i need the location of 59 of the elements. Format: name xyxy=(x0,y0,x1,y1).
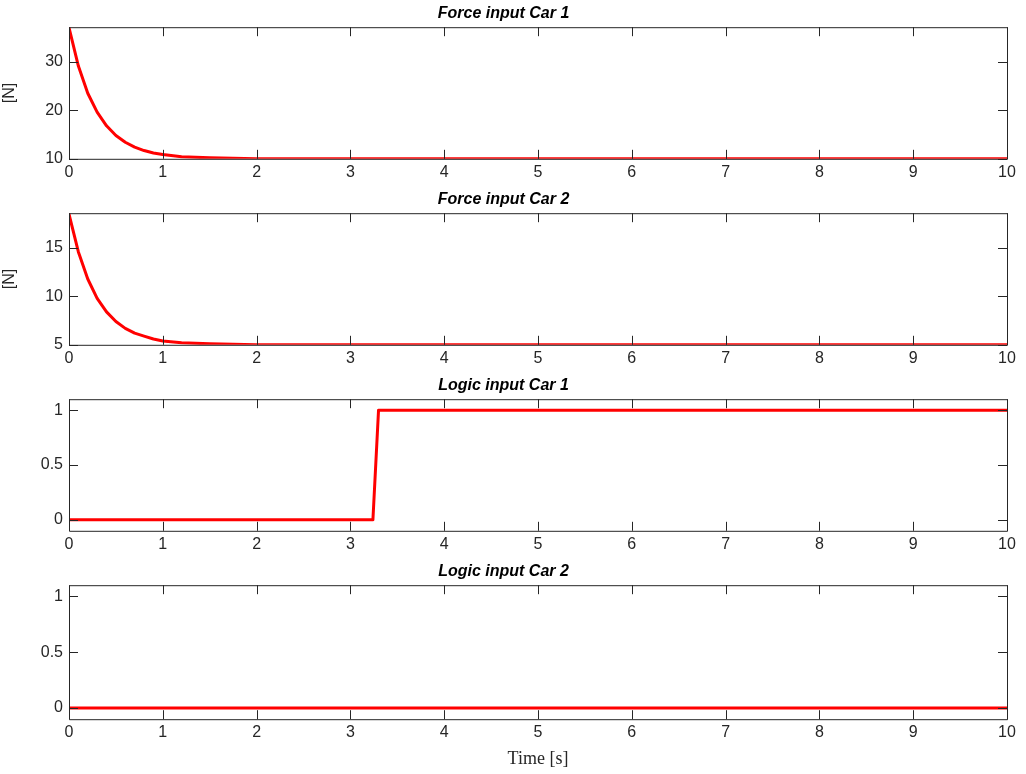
x-tick-label: 7 xyxy=(721,534,731,552)
y-tick-label: 0.5 xyxy=(40,642,64,660)
x-tick-label: 1 xyxy=(158,534,168,552)
x-tick-label: 9 xyxy=(908,348,918,366)
x-tick-label: 2 xyxy=(252,348,262,366)
x-tick-label: 7 xyxy=(721,162,731,180)
x-tick-label: 4 xyxy=(439,162,449,180)
y-tick-label: 10 xyxy=(45,286,64,304)
x-axis-title: Time [s] xyxy=(507,747,569,768)
y-tick-label: 5 xyxy=(54,335,64,353)
x-tick-label: 9 xyxy=(908,162,918,180)
x-tick-label: 3 xyxy=(345,534,355,552)
y-tick-label: 1 xyxy=(54,586,64,604)
x-tick-label: 6 xyxy=(627,162,637,180)
chart-title: Logic input Car 2 xyxy=(438,562,569,580)
y-tick-label: 0.5 xyxy=(40,455,64,473)
chart-title: Force input Car 2 xyxy=(437,190,570,208)
x-tick-label: 6 xyxy=(627,723,637,741)
x-tick-label: 7 xyxy=(721,348,731,366)
x-tick-label: 3 xyxy=(345,348,355,366)
x-tick-label: 2 xyxy=(252,534,262,552)
x-tick-label: 7 xyxy=(721,723,731,741)
chart-title: Force input Car 1 xyxy=(437,4,570,22)
x-tick-label: 3 xyxy=(345,723,355,741)
x-tick-label: 8 xyxy=(814,534,824,552)
x-tick-label: 1 xyxy=(158,348,168,366)
y-tick-label: 10 xyxy=(45,149,64,167)
y-tick-label: 30 xyxy=(45,52,64,70)
x-tick-label: 1 xyxy=(158,723,168,741)
x-tick-label: 3 xyxy=(345,162,355,180)
x-tick-label: 4 xyxy=(439,723,449,741)
y-axis-title: [N] xyxy=(0,268,18,290)
x-tick-label: 9 xyxy=(908,534,918,552)
x-tick-label: 10 xyxy=(998,348,1016,366)
y-axis-title: [N] xyxy=(0,82,18,104)
x-tick-label: 6 xyxy=(627,348,637,366)
x-tick-label: 5 xyxy=(533,162,543,180)
y-tick-label: 15 xyxy=(45,238,64,256)
x-tick-label: 10 xyxy=(998,534,1016,552)
y-tick-label: 1 xyxy=(54,400,64,418)
x-tick-label: 8 xyxy=(814,162,824,180)
x-tick-label: 10 xyxy=(998,723,1016,741)
x-tick-label: 5 xyxy=(533,723,543,741)
chart-title: Logic input Car 1 xyxy=(438,376,569,394)
y-tick-label: 0 xyxy=(54,698,64,716)
x-tick-label: 5 xyxy=(533,348,543,366)
x-tick-label: 2 xyxy=(252,723,262,741)
x-tick-label: 10 xyxy=(998,162,1016,180)
x-tick-label: 4 xyxy=(439,534,449,552)
x-tick-label: 1 xyxy=(158,162,168,180)
y-tick-label: 20 xyxy=(45,100,64,118)
x-tick-label: 9 xyxy=(908,723,918,741)
x-tick-label: 5 xyxy=(533,534,543,552)
x-tick-label: 8 xyxy=(814,348,824,366)
x-tick-label: 8 xyxy=(814,723,824,741)
x-tick-label: 6 xyxy=(627,534,637,552)
x-tick-label: 4 xyxy=(439,348,449,366)
x-tick-label: 2 xyxy=(252,162,262,180)
y-tick-label: 0 xyxy=(54,510,64,528)
